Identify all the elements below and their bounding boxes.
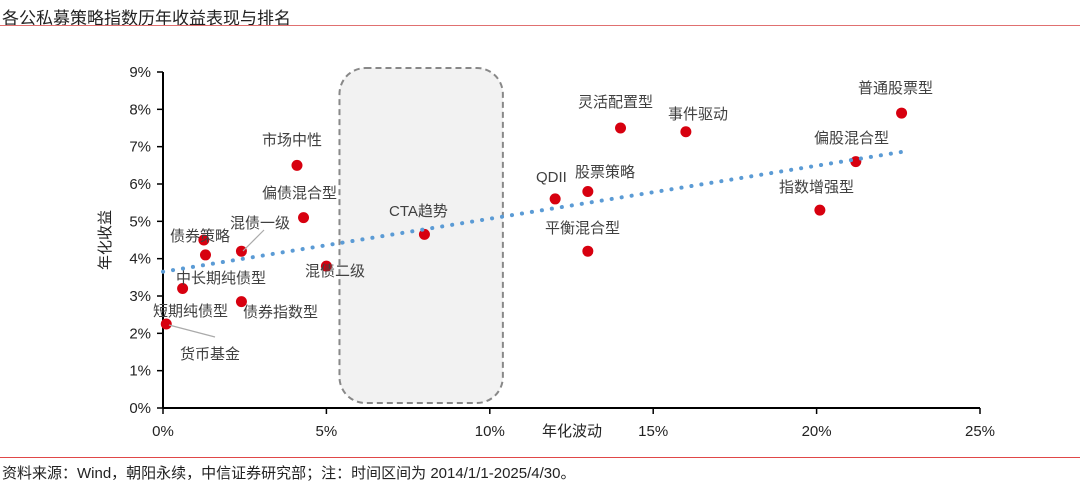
data-point: [291, 159, 303, 171]
point-label: 混债二级: [305, 263, 365, 280]
y-axis-title: 年化收益: [97, 210, 114, 270]
point-label: 短期纯债型: [153, 303, 228, 320]
x-axis-title: 年化波动: [542, 423, 602, 440]
y-tick-label: 2%: [129, 325, 151, 342]
y-tick-label: 8%: [129, 101, 151, 118]
point-label: 偏股混合型: [814, 130, 889, 147]
point-label: 债券指数型: [243, 304, 318, 321]
point-label: 市场中性: [262, 132, 322, 149]
point-label: 中长期纯债型: [176, 270, 266, 287]
x-tick-label: 15%: [638, 423, 668, 440]
y-tick-label: 4%: [129, 251, 151, 268]
point-label: 偏债混合型: [262, 185, 337, 202]
data-point: [814, 204, 826, 216]
x-tick-label: 20%: [802, 423, 832, 440]
y-tick-label: 3%: [129, 288, 151, 305]
y-tick-label: 1%: [129, 363, 151, 380]
data-point: [198, 234, 210, 246]
data-point: [177, 283, 189, 295]
point-label: QDII: [536, 169, 567, 186]
point-label: 货币基金: [180, 346, 240, 363]
data-point: [896, 107, 908, 119]
data-point: [680, 126, 692, 138]
y-tick-label: 9%: [129, 64, 151, 81]
x-tick-label: 0%: [152, 423, 174, 440]
y-tick-label: 5%: [129, 213, 151, 230]
footer-divider: [0, 457, 1080, 458]
y-tick-label: 0%: [129, 400, 151, 417]
point-label: CTA趋势: [389, 203, 448, 220]
trendline: [161, 149, 904, 274]
point-label: 股票策略: [575, 164, 635, 181]
x-tick-label: 25%: [965, 423, 995, 440]
x-tick-label: 10%: [475, 423, 505, 440]
point-label: 平衡混合型: [545, 220, 620, 237]
leader-line: [168, 324, 216, 338]
data-point: [320, 260, 332, 272]
point-label: 指数增强型: [779, 179, 854, 196]
data-point: [298, 212, 310, 224]
data-point: [235, 245, 247, 257]
figure-title: 各公私募策略指数历年收益表现与排名: [2, 9, 291, 28]
y-tick-label: 6%: [129, 176, 151, 193]
data-point: [850, 156, 862, 168]
leader-line: [242, 229, 265, 252]
title-divider: [0, 25, 1080, 26]
data-point: [549, 193, 561, 205]
data-point: [235, 296, 247, 308]
data-point: [582, 185, 594, 197]
point-label: 灵活配置型: [578, 94, 653, 111]
data-point: [160, 318, 172, 330]
data-point: [199, 249, 211, 261]
point-label: 事件驱动: [668, 106, 728, 123]
y-tick-label: 7%: [129, 139, 151, 156]
data-point: [582, 245, 594, 257]
data-point: [418, 228, 430, 240]
x-tick-label: 5%: [316, 423, 338, 440]
data-point: [615, 122, 627, 134]
source-note: 资料来源：Wind，朝阳永续，中信证券研究部；注：时间区间为 2014/1/1-…: [2, 465, 576, 482]
point-label: 普通股票型: [858, 80, 933, 97]
point-label: 混债一级: [230, 215, 290, 232]
point-label: 债券策略: [170, 228, 230, 245]
